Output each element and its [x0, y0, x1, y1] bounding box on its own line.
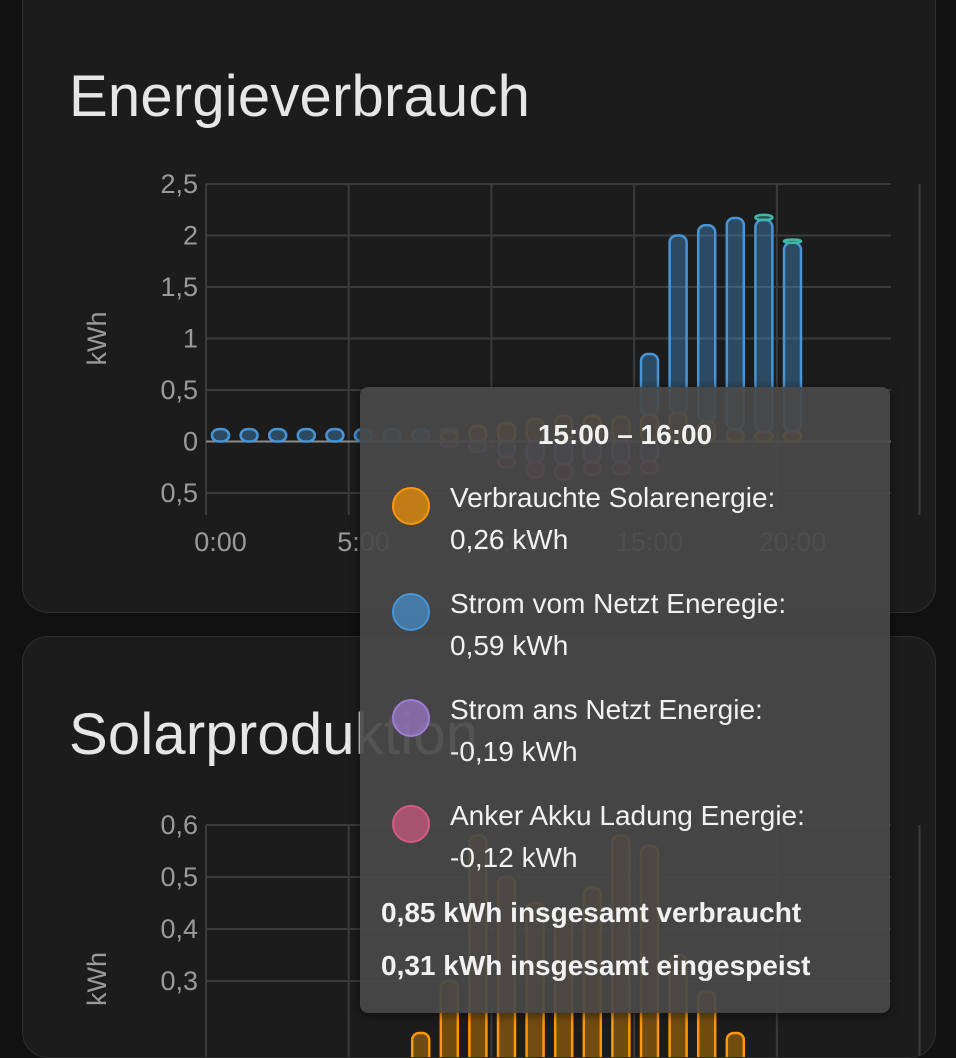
y-tick-label: 0,4 — [160, 914, 198, 944]
y-tick-label: 1 — [183, 324, 198, 354]
bar — [410, 1031, 431, 1057]
bar-segment — [754, 213, 774, 222]
y-tick-label: 0,5 — [160, 375, 198, 405]
tooltip-item-value: 0,26 kWh — [450, 524, 569, 555]
bar-segment — [325, 427, 345, 443]
y-tick-label: 0,6 — [160, 810, 198, 840]
tooltip-item-value: 0,59 kWh — [450, 630, 569, 661]
tooltip-item-label: Verbrauchte Solarenergie: — [450, 482, 776, 513]
bar-segment — [782, 238, 803, 244]
tooltip-time-range: 15:00 – 16:00 — [537, 419, 713, 450]
tooltip-item-label: Strom ans Netzt Energie: — [450, 694, 763, 725]
y-tick-label: 0,5 — [160, 862, 198, 892]
legend-dot-blue — [392, 593, 430, 631]
y-tick-label: 0 — [183, 427, 198, 457]
tooltip-item-value: -0,19 kWh — [450, 736, 578, 767]
tooltip-item-label: Strom vom Netzt Eneregie: — [450, 588, 787, 619]
tooltip-item-value: -0,12 kWh — [450, 842, 578, 873]
bar-segment — [296, 427, 317, 443]
card-title: Energieverbrauch — [69, 64, 531, 129]
tooltip-total-fed-in: 0,31 kWh insgesamt eingespeist — [381, 950, 811, 981]
x-tick-label: 0:00 — [194, 527, 247, 557]
bar-segment — [239, 427, 259, 443]
y-tick-label: 1,5 — [160, 272, 198, 302]
legend-dot-pink — [392, 805, 430, 843]
tooltip-item-label: Anker Akku Ladung Energie: — [450, 800, 805, 831]
bar — [725, 1031, 746, 1057]
y-tick-label: 0,5 — [160, 478, 198, 508]
legend-dot-purple — [392, 699, 430, 737]
bar-segment — [267, 427, 288, 443]
y-tick-label: 2 — [183, 221, 198, 251]
y-tick-label: 2,5 — [160, 169, 198, 199]
tooltip-total-consumed: 0,85 kWh insgesamt verbraucht — [381, 897, 802, 928]
legend-dot-orange — [392, 487, 430, 525]
y-tick-label: 0,3 — [160, 966, 198, 996]
bar-segment — [210, 427, 231, 443]
y-axis-title: kWh — [82, 312, 112, 366]
chart-tooltip: 15:00 – 16:00 Verbrauchte Solarenergie: … — [360, 387, 890, 1013]
y-axis-title: kWh — [82, 952, 112, 1006]
